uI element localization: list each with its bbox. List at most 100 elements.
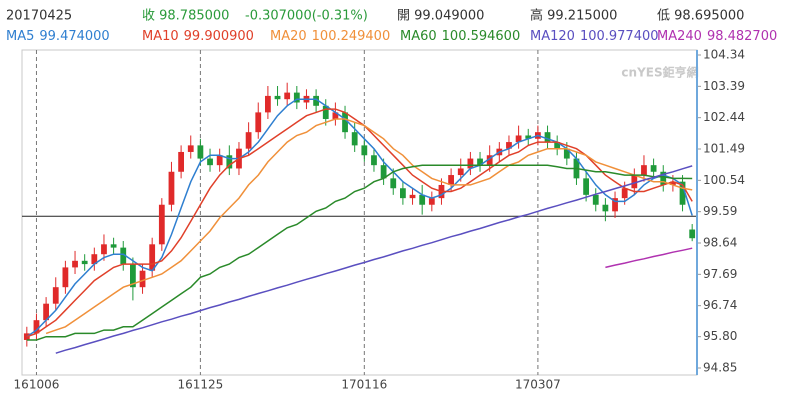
candle-body: [400, 188, 406, 199]
candle-body: [284, 92, 291, 100]
candle-body: [332, 112, 339, 119]
x-tick-label: 170307: [515, 378, 561, 392]
watermark: cnYES鉅亨網: [621, 65, 698, 80]
candle-body: [641, 165, 647, 176]
ma-line: [26, 164, 693, 341]
candle-body: [515, 135, 522, 143]
ma-line: [605, 247, 693, 269]
candle-body: [371, 155, 377, 166]
candle-body: [158, 204, 165, 245]
ma-line: [26, 108, 693, 338]
candle-body: [390, 178, 397, 189]
candle-body: [428, 198, 435, 205]
candle-body: [419, 194, 426, 205]
ma-line: [55, 165, 693, 354]
candle-body: [72, 260, 78, 268]
legend-value: 98.482700: [707, 29, 777, 44]
candle-body: [216, 155, 223, 166]
legend-value: 99.474000: [39, 29, 109, 44]
candle-body: [265, 95, 271, 113]
candle-body: [293, 92, 300, 103]
quote-field: 低 98.695000: [657, 9, 744, 24]
candle-body: [670, 181, 676, 185]
y-tick-label: 96.74: [703, 298, 737, 312]
candle-body: [139, 270, 146, 288]
y-tick-label: 98.64: [703, 235, 737, 249]
legend-name: MA20: [270, 29, 307, 44]
candle-body: [226, 155, 233, 169]
candle-body: [477, 158, 483, 166]
quote-field: 開 99.049000: [397, 9, 484, 24]
y-tick-label: 95.80: [703, 329, 737, 343]
legend-value: 100.249400: [312, 29, 391, 44]
candle-body: [187, 145, 194, 152]
candle-body: [592, 194, 599, 205]
y-tick-label: 100.54: [703, 173, 745, 187]
candle-body: [197, 145, 204, 159]
quote-field: 高 99.215000: [530, 8, 617, 24]
candle-body: [563, 148, 570, 159]
candle-body: [602, 204, 609, 212]
x-tick-label: 161125: [177, 378, 223, 392]
legend-name: MA120: [530, 29, 575, 44]
candle-body: [255, 112, 262, 133]
candle-body: [149, 244, 156, 271]
candle-body: [660, 171, 667, 185]
candle-body: [448, 175, 454, 185]
y-tick-label: 102.44: [703, 110, 745, 124]
candle-body: [361, 145, 368, 156]
candle-body: [506, 142, 512, 149]
legend-entry: MA10 99.900900: [142, 29, 254, 44]
quote-field: 收 98.785000: [142, 9, 229, 24]
candle-body: [274, 95, 281, 100]
candle-body: [554, 142, 561, 149]
candle-body: [62, 267, 69, 288]
candle-body: [457, 168, 464, 176]
candle-body: [33, 320, 40, 334]
candle-body: [380, 165, 387, 179]
candle-body: [650, 165, 657, 172]
legend-value: 100.594600: [442, 29, 521, 44]
legend-name: MA60: [400, 29, 437, 44]
legend-entry: MA240 98.482700: [657, 29, 777, 44]
y-tick-label: 94.85: [703, 361, 737, 375]
candle-body: [525, 135, 532, 139]
candle-body: [583, 178, 589, 195]
candle-body: [409, 194, 416, 199]
y-tick-label: 101.49: [703, 141, 745, 155]
candle-body: [351, 132, 358, 146]
legend-entry: MA120 100.977400: [530, 29, 659, 44]
quote-field: -0.307000(-0.31%): [245, 9, 368, 24]
candle-body: [91, 254, 98, 265]
candle-body: [168, 171, 175, 205]
legend-value: 99.900900: [184, 29, 254, 44]
x-tick-label: 170116: [341, 378, 387, 392]
quote-field: 20170425: [6, 9, 72, 24]
candle-body: [178, 151, 184, 172]
y-tick-label: 97.69: [703, 267, 737, 281]
y-tick-label: 99.59: [703, 204, 737, 218]
candle-body: [52, 287, 59, 304]
candle-body: [81, 260, 88, 265]
candle-body: [101, 244, 107, 255]
legend-entry: MA20 100.249400: [270, 29, 390, 44]
candle-body: [544, 132, 551, 143]
candle-body: [322, 105, 329, 119]
candle-body: [467, 158, 474, 169]
legend-name: MA5: [6, 29, 34, 44]
candle-body: [313, 95, 319, 106]
candle-body: [679, 181, 686, 205]
y-tick-label: 104.34: [703, 48, 745, 62]
legend-value: 100.977400: [580, 29, 659, 44]
candle-body: [130, 264, 136, 288]
plot-frame: [21, 49, 698, 376]
ma-line: [45, 118, 693, 335]
candle-body: [342, 112, 348, 133]
legend-name: MA10: [142, 29, 179, 44]
legend-entry: MA5 99.474000: [6, 29, 110, 44]
legend-entry: MA60 100.594600: [400, 29, 520, 44]
candle-body: [245, 132, 252, 149]
candle-body: [110, 244, 117, 248]
candle-body: [207, 158, 213, 166]
